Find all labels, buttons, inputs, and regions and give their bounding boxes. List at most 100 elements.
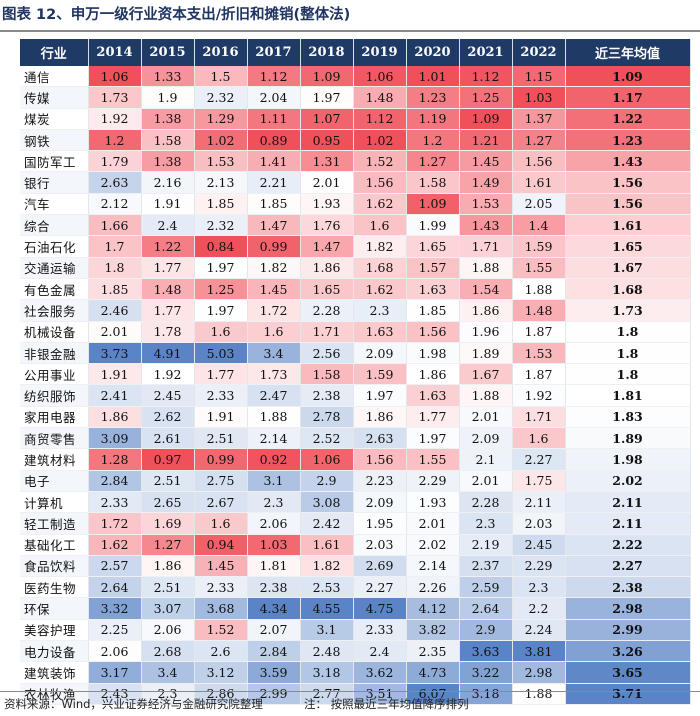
value-cell: 2.24 (512, 619, 566, 642)
value-cell: 1.93 (406, 491, 460, 514)
value-cell: 2.77 (300, 683, 354, 705)
value-cell: 1.59 (353, 363, 407, 386)
value-cell: 2.26 (406, 576, 460, 599)
value-cell: 1.47 (247, 214, 301, 237)
value-cell: 2.6 (194, 640, 248, 663)
value-cell: 1.97 (194, 299, 248, 322)
value-cell: 2.98 (512, 661, 566, 684)
value-cell: 1.96 (459, 321, 513, 343)
value-cell: 1.82 (247, 257, 301, 279)
avg-cell: 2.27 (565, 555, 691, 578)
value-cell: 1.97 (406, 427, 460, 450)
value-cell: 2.3 (353, 299, 407, 322)
value-cell: 2.51 (141, 576, 195, 599)
industry-cell: 综合 (20, 214, 89, 237)
value-cell: 4.91 (141, 342, 195, 365)
header-year: 2018 (300, 39, 354, 66)
industry-cell: 食品饮料 (20, 555, 89, 578)
value-cell: 1.23 (406, 86, 460, 109)
value-cell: 2.14 (247, 427, 301, 450)
value-cell: 2.41 (88, 384, 142, 407)
heatmap-table: 行业 2014 2015 2016 2017 2018 2019 2020 2021 2022 近三… (20, 39, 691, 705)
value-cell: 1.58 (406, 171, 460, 194)
table-row: 煤炭 1.92 1.38 1.29 1.11 1.07 1.12 1.19 1.09 1.37 1.… (20, 108, 691, 130)
avg-cell: 2.98 (565, 597, 691, 620)
value-cell: 1.77 (141, 257, 195, 279)
value-cell: 3.18 (300, 661, 354, 684)
value-cell: 1.41 (247, 150, 301, 173)
value-cell: 3.82 (406, 619, 460, 642)
value-cell: 2.57 (88, 555, 142, 578)
value-cell: 4.75 (353, 597, 407, 620)
industry-cell: 钢铁 (20, 129, 89, 152)
value-cell: 1.45 (194, 555, 248, 578)
value-cell: 3.17 (88, 661, 142, 684)
value-cell: 2.12 (88, 193, 142, 216)
table-row: 家用电器 1.86 2.62 1.91 1.88 2.78 1.86 1.77 2.01 1.71… (20, 406, 691, 429)
source-note: 资料来源：Wind，兴业证券经济与金融研究院整理 (4, 697, 263, 711)
value-cell: 1.88 (512, 278, 566, 301)
value-cell: 2.04 (247, 86, 301, 109)
value-cell: 3.4 (247, 342, 301, 365)
value-cell: 1.88 (247, 406, 301, 429)
avg-cell: 1.56 (565, 193, 691, 216)
value-cell: 2.69 (353, 555, 407, 578)
table-row: 电力设备 2.06 2.68 2.6 2.84 2.48 2.4 2.35 3.63 3.81 3.… (20, 640, 691, 663)
avg-cell: 1.65 (565, 235, 691, 258)
value-cell: 3.59 (247, 661, 301, 684)
value-cell: 1.06 (300, 448, 354, 471)
avg-cell: 1.23 (565, 129, 691, 152)
industry-cell: 电力设备 (20, 640, 89, 663)
value-cell: 1.75 (512, 470, 566, 492)
header-year: 2015 (141, 39, 195, 66)
value-cell: 1.97 (353, 384, 407, 407)
value-cell: 1.49 (459, 171, 513, 194)
value-cell: 3.73 (88, 342, 142, 365)
value-cell: 1.6 (353, 214, 407, 237)
value-cell: 1.09 (459, 108, 513, 130)
table-row: 有色金属 1.85 1.48 1.25 1.45 1.65 1.62 1.63 1.54 1.88… (20, 278, 691, 301)
value-cell: 1.03 (247, 534, 301, 556)
value-cell: 1.91 (88, 363, 142, 386)
value-cell: 1.65 (406, 235, 460, 258)
avg-cell: 1.81 (565, 384, 691, 407)
table-row: 非银金融 3.73 4.91 5.03 3.4 2.56 2.09 1.98 1.89 1.53 1… (20, 342, 691, 365)
value-cell: 2.28 (459, 491, 513, 514)
value-cell: 1.86 (141, 555, 195, 578)
value-cell: 2.64 (459, 597, 513, 620)
industry-cell: 国防军工 (20, 150, 89, 173)
top-rule (0, 30, 700, 32)
value-cell: 2.84 (88, 470, 142, 492)
industry-cell: 煤炭 (20, 108, 89, 130)
value-cell: 2.9 (459, 619, 513, 642)
value-cell: 1.12 (353, 108, 407, 130)
value-cell: 2.48 (300, 640, 354, 663)
value-cell: 1.65 (300, 278, 354, 301)
value-cell: 1.45 (459, 150, 513, 173)
table-row: 农林牧渔 2.43 2.3 2.86 2.99 2.77 3.51 6.07 3.18 1.88 3… (20, 683, 691, 705)
value-cell: 0.99 (247, 235, 301, 258)
header-year: 2016 (194, 39, 248, 66)
value-cell: 1.11 (247, 108, 301, 130)
avg-cell: 1.22 (565, 108, 691, 130)
value-cell: 2.61 (141, 427, 195, 450)
avg-cell: 1.98 (565, 448, 691, 471)
value-cell: 1.59 (512, 235, 566, 258)
value-cell: 1.85 (247, 193, 301, 216)
value-cell: 1.56 (353, 171, 407, 194)
avg-cell: 1.89 (565, 427, 691, 450)
value-cell: 1.56 (512, 150, 566, 173)
value-cell: 1.07 (300, 108, 354, 130)
avg-cell: 1.8 (565, 342, 691, 365)
value-cell: 1.71 (512, 406, 566, 429)
industry-cell: 社会服务 (20, 299, 89, 322)
value-cell: 1.87 (512, 321, 566, 343)
table-row: 基础化工 1.62 1.27 0.94 1.03 1.61 2.03 2.02 2.19 2.45… (20, 534, 691, 556)
value-cell: 1.52 (194, 619, 248, 642)
industry-cell: 商贸零售 (20, 427, 89, 450)
value-cell: 2.27 (512, 448, 566, 471)
value-cell: 2.13 (194, 171, 248, 194)
value-cell: 2.03 (353, 534, 407, 556)
value-cell: 1.56 (353, 448, 407, 471)
value-cell: 1.66 (88, 214, 142, 237)
